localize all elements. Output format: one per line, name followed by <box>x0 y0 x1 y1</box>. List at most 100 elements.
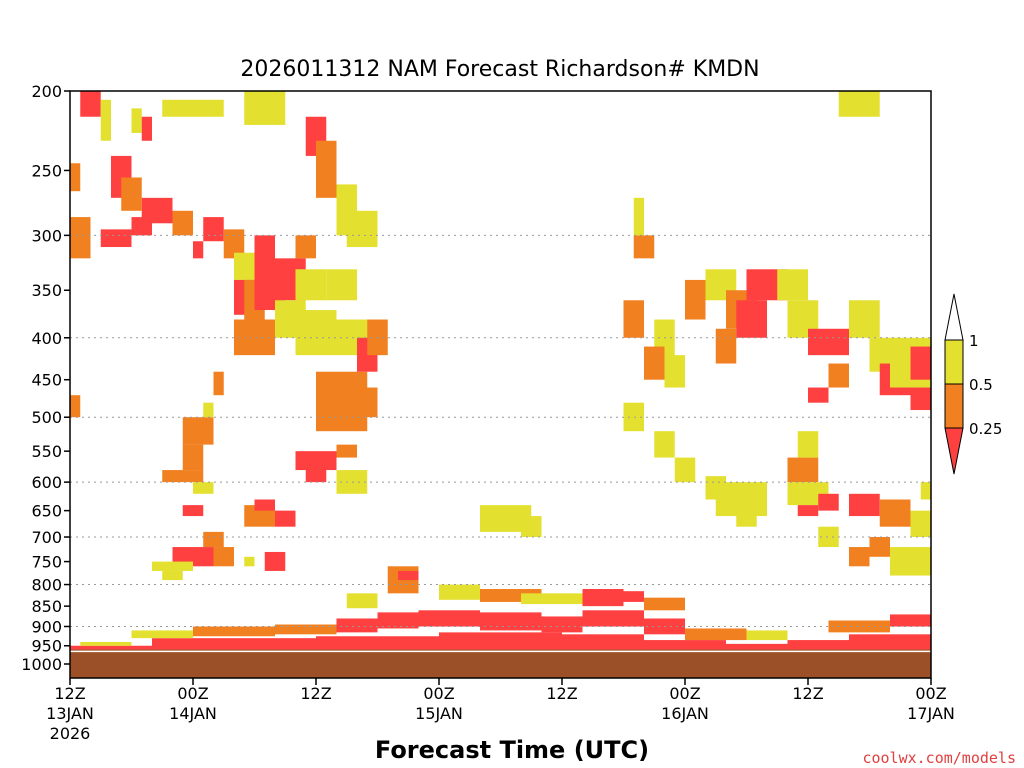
heatmap-cell <box>828 620 890 633</box>
heatmap-cell <box>849 493 880 517</box>
heatmap-cell <box>879 499 911 527</box>
heatmap-cell <box>305 457 327 483</box>
y-tick-label: 300 <box>31 226 62 245</box>
heatmap-cell <box>254 235 275 275</box>
heatmap-cell <box>346 210 378 248</box>
x-axis-label: Forecast Time (UTC) <box>375 736 649 764</box>
heatmap-cell <box>70 645 152 650</box>
y-axis-ticks: 200 250 300 350 400 450 500 550 600 650 700 750 800 8… <box>21 82 70 674</box>
heatmap-cell <box>674 457 696 483</box>
heatmap-cell <box>910 346 931 380</box>
heatmap-cell <box>162 570 183 581</box>
heatmap-cell <box>254 499 275 511</box>
heatmap-cell <box>623 402 644 432</box>
y-tick-label: 450 <box>31 371 62 390</box>
heatmap-cell <box>736 510 757 527</box>
heatmap-cell <box>910 510 931 538</box>
heatmap-cell <box>644 597 685 611</box>
heatmap-cell <box>685 279 706 320</box>
x-tick-year: 2026 <box>50 724 91 743</box>
heatmap-cell <box>715 482 767 517</box>
heatmap-cell <box>808 387 829 403</box>
x-tick-date: 15JAN <box>415 704 463 723</box>
heatmap-cell <box>849 634 931 650</box>
x-tick-date: 17JAN <box>907 704 955 723</box>
heatmap-cell <box>849 547 870 567</box>
x-tick-date: 16JAN <box>661 704 709 723</box>
heatmap-cell <box>521 516 542 538</box>
y-tick-label: 400 <box>31 329 62 348</box>
heatmap-cell <box>582 610 644 627</box>
heatmap-cells <box>70 91 931 678</box>
site-credit: coolwx.com/models <box>862 749 1016 767</box>
heatmap-cell <box>377 612 419 629</box>
heatmap-cell <box>849 300 880 338</box>
heatmap-cell <box>295 235 316 259</box>
heatmap-cell <box>264 551 286 571</box>
heatmap-cell <box>797 505 819 517</box>
heatmap-cell <box>664 355 685 388</box>
y-tick-label: 550 <box>31 442 62 461</box>
heatmap-cell <box>223 229 245 259</box>
heatmap-cell <box>603 591 644 602</box>
heatmap-cell <box>890 614 931 627</box>
heatmap-cell <box>316 636 439 650</box>
heatmap-cell <box>80 91 101 117</box>
heatmap-cell <box>346 593 378 609</box>
x-tick-time: 00Z <box>669 684 700 703</box>
heatmap-cell <box>398 570 419 581</box>
heatmap-cell <box>70 395 81 418</box>
heatmap-cell <box>172 210 193 236</box>
heatmap-cell <box>193 241 204 259</box>
legend-bin-2 <box>944 383 964 429</box>
legend-level-label: 0.5 <box>969 376 993 394</box>
heatmap-cell <box>152 638 316 650</box>
heatmap-cell <box>203 402 214 418</box>
x-tick-time: 00Z <box>423 684 454 703</box>
heatmap-cell <box>121 177 142 211</box>
heatmap-cell <box>182 444 204 471</box>
heatmap-cell <box>213 371 224 396</box>
y-tick-label: 650 <box>31 502 62 521</box>
y-tick-label: 950 <box>31 637 62 656</box>
y-tick-label: 900 <box>31 617 62 636</box>
heatmap-cell <box>162 99 224 117</box>
heatmap-cell <box>808 328 849 356</box>
heatmap-cell <box>193 482 214 494</box>
heatmap-cell <box>336 618 378 633</box>
heatmap-cell <box>141 116 152 141</box>
x-tick-time: 12Z <box>792 684 823 703</box>
heatmap-cell <box>336 444 357 458</box>
heatmap-cell <box>736 300 767 338</box>
heatmap-cell <box>480 612 542 631</box>
heatmap-cell <box>644 346 665 380</box>
heatmap-cell <box>203 531 224 548</box>
heatmap-cell <box>920 482 931 500</box>
heatmap-cell <box>131 108 142 133</box>
heatmap-cell <box>746 630 788 641</box>
heatmap-cell <box>521 593 583 605</box>
heatmap-cell <box>439 584 480 600</box>
heatmap-cell <box>244 91 286 125</box>
heatmap-cell <box>193 626 275 637</box>
heatmap-cell <box>623 300 644 338</box>
y-tick-label: 600 <box>31 473 62 492</box>
heatmap-cell <box>910 387 931 411</box>
legend-level-label: 0.25 <box>969 420 1002 438</box>
y-tick-label: 350 <box>31 281 62 300</box>
x-tick-time: 12Z <box>300 684 331 703</box>
heatmap-cell <box>182 505 204 517</box>
heatmap-cell <box>275 510 296 527</box>
y-tick-label: 250 <box>31 161 62 180</box>
heatmap-cell <box>295 310 337 356</box>
heatmap-cell <box>275 624 337 635</box>
heatmap-cell <box>162 470 204 483</box>
y-tick-label: 200 <box>31 82 62 101</box>
heatmap-cell <box>70 163 81 192</box>
x-tick-date: 14JAN <box>169 704 217 723</box>
heatmap-cell <box>828 363 849 388</box>
heatmap-cell <box>777 269 808 301</box>
legend-bin-3 <box>944 339 964 385</box>
